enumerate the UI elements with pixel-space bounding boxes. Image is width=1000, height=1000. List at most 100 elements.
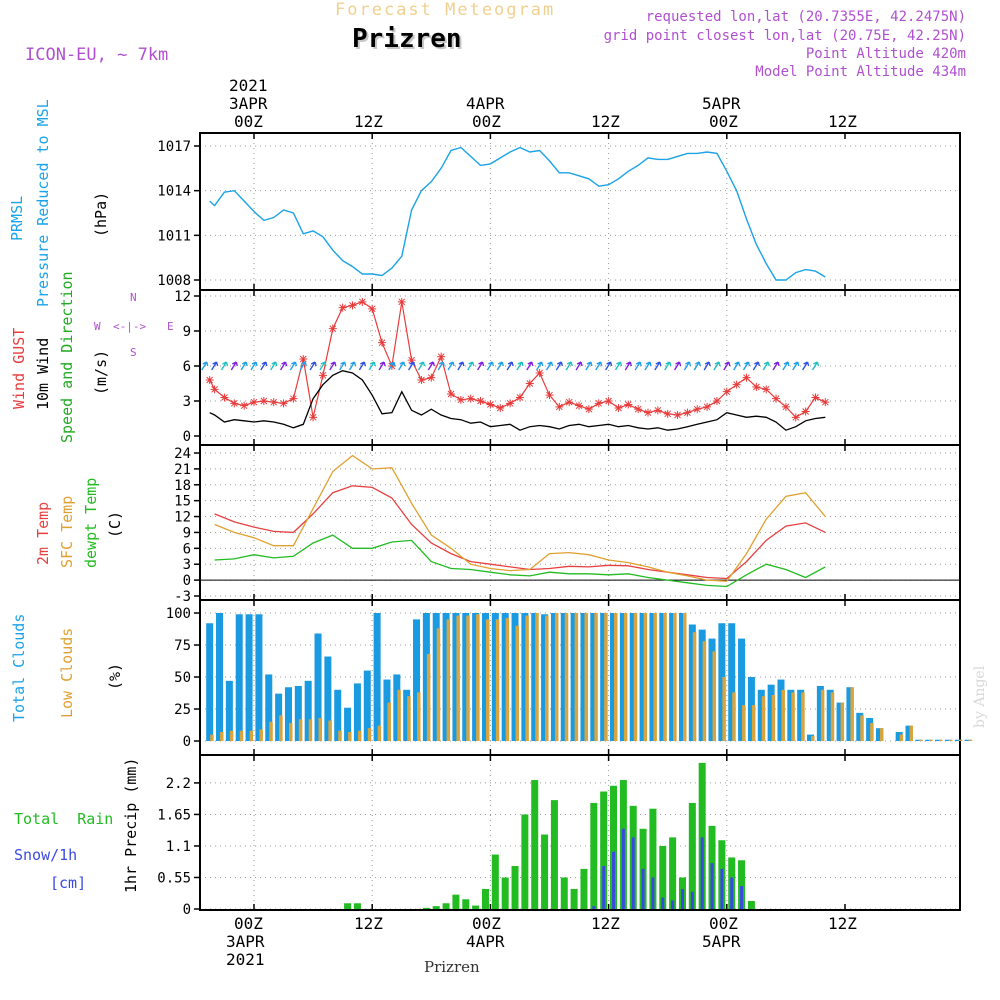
- total-cloud-bar: [235, 614, 243, 741]
- total-cloud-bar: [629, 613, 637, 741]
- low-cloud-bar: [407, 696, 411, 741]
- bottom-date-3apr: 3APR: [226, 932, 265, 951]
- pressure-line: [209, 146, 826, 281]
- total-cloud-bar: [777, 679, 785, 741]
- wind-direction-arrow: [270, 361, 278, 371]
- wind-direction-arrow: [437, 361, 445, 371]
- y-tick-label: 0.55: [157, 870, 191, 886]
- snow-bar: [592, 906, 596, 909]
- total-cloud-bar: [787, 689, 795, 741]
- low-cloud-bar: [860, 715, 864, 741]
- snow-bar: [661, 897, 665, 909]
- snow-bar: [700, 837, 704, 909]
- low-cloud-bar: [820, 689, 825, 741]
- top-date-5apr: 5APR: [702, 94, 741, 113]
- total-cloud-bar: [324, 656, 332, 741]
- low-cloud-bar: [614, 613, 618, 741]
- low-cloud-bar: [279, 715, 283, 741]
- gust-marker: [368, 304, 377, 313]
- total-cloud-bar: [708, 638, 716, 741]
- total-cloud-bar: [678, 613, 686, 741]
- y-tick-label: 1008: [157, 273, 191, 289]
- low-cloud-bar: [545, 615, 549, 741]
- total-cloud-bar: [669, 613, 677, 741]
- panel-frame: [199, 754, 961, 911]
- total-cloud-bar: [649, 613, 657, 741]
- low-cloud-bar: [456, 615, 460, 741]
- gust-marker: [722, 387, 731, 396]
- wind-direction-arrow: [260, 361, 268, 371]
- rain-bar: [501, 877, 509, 909]
- low-cloud-bar: [623, 613, 628, 741]
- low-cloud-bar: [387, 702, 391, 741]
- low-cloud-bar: [929, 739, 933, 741]
- low-cloud-bar: [564, 613, 569, 741]
- total-cloud-bar: [659, 613, 667, 741]
- gust-marker: [742, 373, 751, 382]
- low-cloud-bar: [259, 729, 263, 741]
- low-cloud-bar: [870, 723, 874, 741]
- wind-direction-arrow: [358, 361, 367, 371]
- total-cloud-bar: [304, 680, 312, 741]
- low-cloud-bar: [308, 719, 313, 741]
- total-cloud-bar: [560, 613, 568, 741]
- total-cloud-bar: [915, 739, 923, 741]
- gust-marker: [565, 398, 574, 407]
- gust-marker: [693, 405, 702, 414]
- total-cloud-bar: [698, 629, 706, 741]
- wind-direction-arrow: [683, 361, 692, 371]
- gust-marker: [299, 355, 308, 363]
- low-cloud-bar: [682, 613, 687, 741]
- wind-direction-arrow: [595, 361, 603, 371]
- wind-direction-arrow: [398, 361, 406, 371]
- gust-marker: [634, 405, 643, 414]
- y-tick-label: 3: [183, 394, 191, 410]
- low-cloud-bar: [554, 613, 559, 741]
- low-cloud-bar: [958, 739, 963, 741]
- wind-direction-arrow: [230, 361, 238, 371]
- total-cloud-bar: [501, 613, 509, 741]
- total-cloud-bar: [895, 732, 903, 741]
- low-cloud-bar: [476, 614, 480, 741]
- rain-bar: [550, 800, 558, 909]
- low-cloud-bar: [643, 613, 648, 741]
- gust-marker: [289, 394, 298, 403]
- wind-direction-arrow: [733, 361, 741, 371]
- rain-bar: [570, 888, 578, 909]
- total-cloud-bar: [344, 707, 352, 741]
- snow-bar: [621, 828, 625, 909]
- compass-cross: <-|->: [113, 320, 147, 333]
- wind-direction-arrow: [496, 361, 504, 371]
- precip-label-b: Snow/1h: [14, 846, 78, 864]
- total-cloud-bar: [294, 685, 302, 741]
- low-cloud-bar: [742, 705, 746, 741]
- low-cloud-bar: [791, 692, 795, 741]
- gust-marker: [555, 402, 564, 411]
- panel-0: 1008 1011 1014 1017: [157, 132, 961, 291]
- snow-bar: [612, 851, 616, 909]
- gust-marker: [437, 352, 446, 361]
- total-cloud-bar: [767, 684, 775, 741]
- rain-bar: [541, 834, 549, 909]
- wind-direction-arrow: [220, 361, 229, 371]
- total-cloud-bar: [639, 613, 647, 741]
- total-cloud-bar: [511, 613, 519, 741]
- snow-bar: [651, 877, 655, 909]
- wind-direction-arrow: [664, 361, 672, 371]
- bottom-tick-0: 00Z: [234, 914, 263, 933]
- bottom-tick-2: 00Z: [472, 914, 501, 933]
- wind-direction-arrow: [417, 361, 426, 371]
- rain-bar: [491, 854, 499, 909]
- low-cloud-bar: [899, 734, 904, 741]
- rain-bar: [600, 791, 608, 909]
- panel-frame: [199, 444, 961, 601]
- rain-bar: [580, 868, 588, 909]
- total-cloud-bar: [334, 689, 342, 741]
- low-cloud-bar: [239, 730, 244, 741]
- low-cloud-bar: [702, 641, 707, 741]
- wind-direction-arrow: [792, 361, 800, 371]
- low-cloud-bar: [249, 730, 254, 741]
- y-tick-label: 6: [183, 541, 191, 557]
- total-cloud-bar: [619, 613, 627, 741]
- total-cloud-bar: [432, 613, 440, 741]
